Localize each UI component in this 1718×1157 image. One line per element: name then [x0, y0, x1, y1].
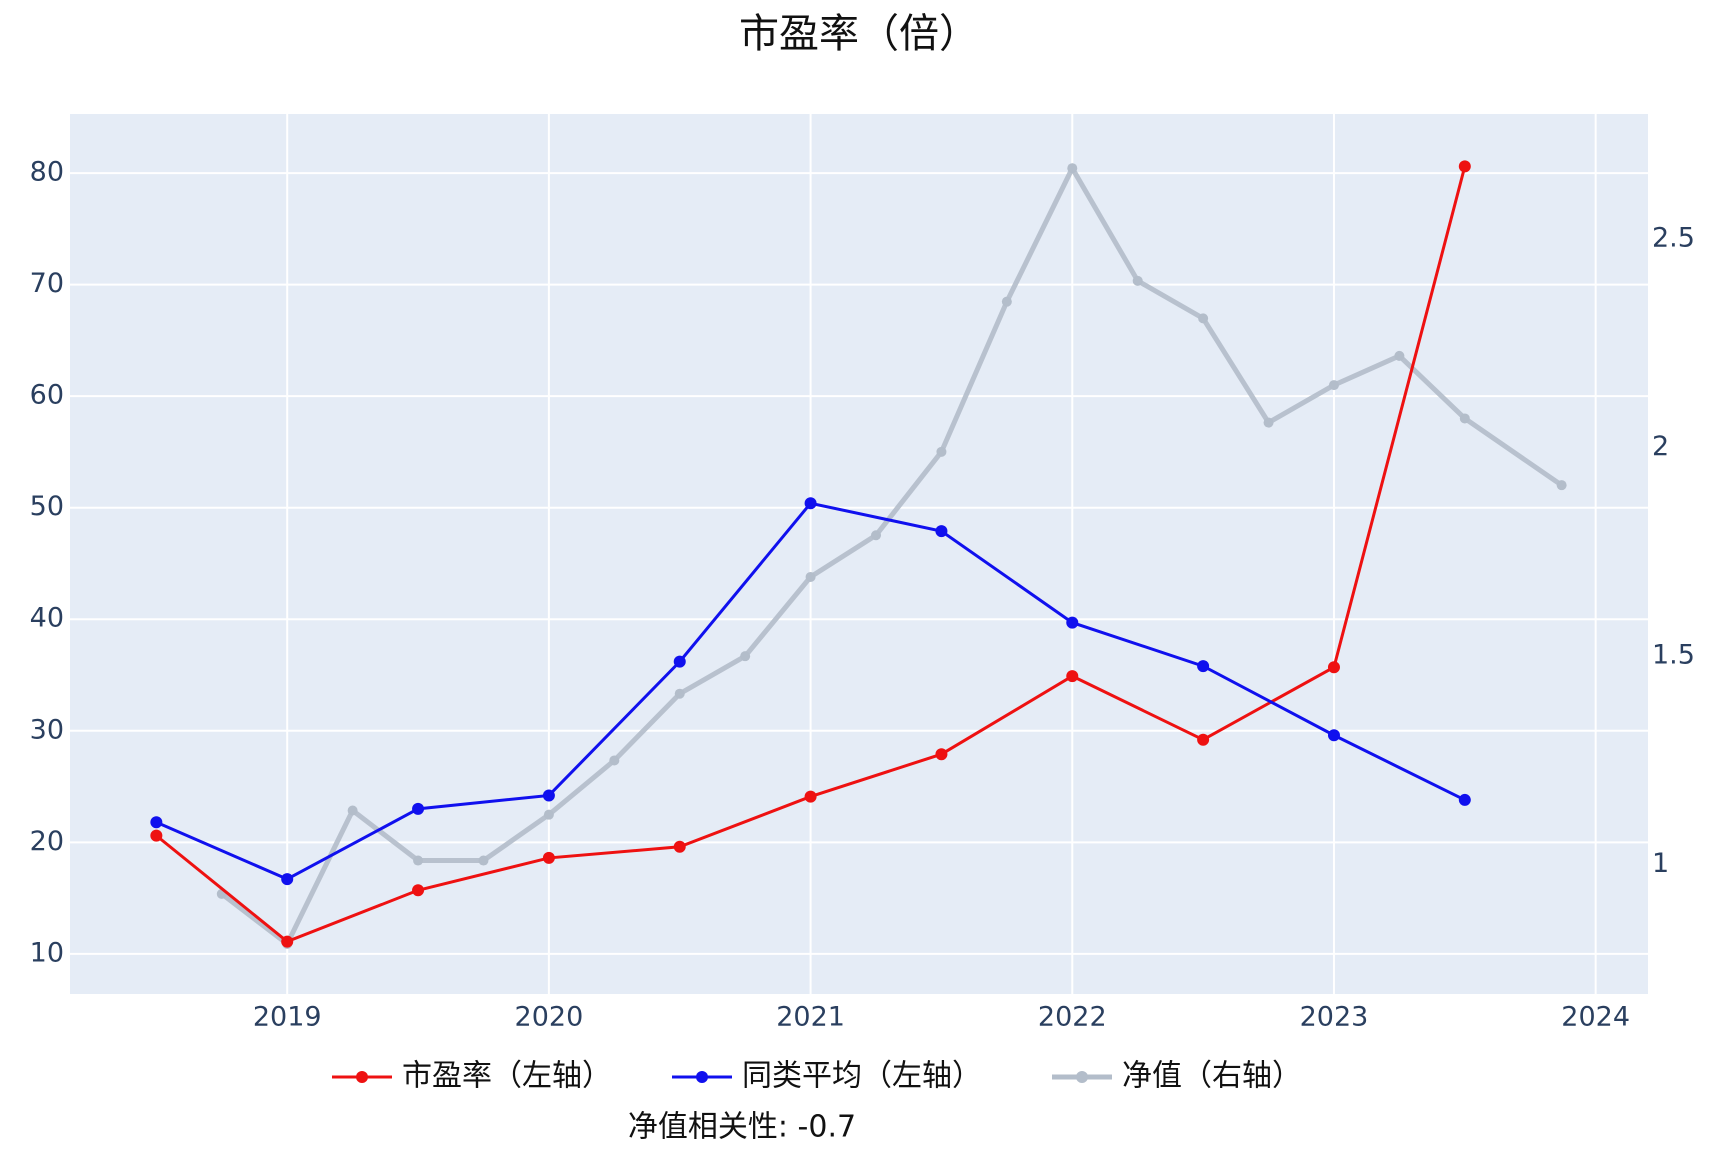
point — [543, 809, 554, 820]
point — [413, 855, 424, 866]
point — [1327, 729, 1340, 742]
point — [609, 755, 620, 766]
point — [412, 884, 425, 897]
plot-background — [70, 114, 1648, 994]
y-tick-label: 20 — [30, 826, 64, 857]
x-tick-label: 2023 — [1300, 1002, 1369, 1033]
point — [1132, 275, 1143, 286]
point — [673, 655, 686, 668]
point — [542, 851, 555, 864]
point — [1458, 160, 1471, 173]
point — [1066, 616, 1079, 629]
point — [935, 525, 948, 538]
y2-tick-label: 1.5 — [1652, 640, 1695, 671]
point — [936, 446, 947, 457]
legend-label: 净值（右轴） — [1122, 1059, 1302, 1094]
point — [1067, 163, 1078, 174]
point — [281, 873, 294, 886]
point — [281, 935, 294, 948]
y2-tick-label: 2 — [1652, 431, 1669, 462]
point — [347, 805, 358, 816]
point — [1459, 413, 1470, 424]
point — [1198, 313, 1209, 324]
point — [1556, 480, 1567, 491]
y-tick-label: 10 — [30, 937, 64, 968]
legend-marker — [1076, 1071, 1088, 1083]
point — [1394, 350, 1405, 361]
point — [1328, 380, 1339, 391]
y-tick-label: 30 — [30, 714, 64, 745]
point — [1197, 660, 1210, 673]
point — [1066, 670, 1079, 683]
x-tick-label: 2020 — [515, 1002, 584, 1033]
y-tick-label: 80 — [30, 157, 64, 188]
y2-tick-label: 2.5 — [1652, 223, 1695, 254]
point — [804, 790, 817, 803]
point — [1458, 793, 1471, 806]
chart-title: 市盈率（倍） — [739, 11, 979, 57]
y-tick-label: 50 — [30, 491, 64, 522]
legend-label: 市盈率（左轴） — [402, 1059, 612, 1094]
point — [1197, 733, 1210, 746]
legend-marker — [696, 1071, 708, 1083]
point — [740, 651, 751, 662]
point — [673, 840, 686, 853]
legend-marker — [356, 1071, 368, 1083]
annotation: 净值相关性: -0.7 — [628, 1110, 856, 1145]
y-tick-label: 60 — [30, 380, 64, 411]
point — [542, 789, 555, 802]
point — [1327, 661, 1340, 674]
point — [478, 855, 489, 866]
y-tick-label: 40 — [30, 603, 64, 634]
point — [150, 829, 163, 842]
point — [871, 530, 882, 541]
x-tick-label: 2022 — [1038, 1002, 1107, 1033]
point — [804, 497, 817, 510]
point — [1263, 417, 1274, 428]
point — [674, 688, 685, 699]
x-tick-label: 2024 — [1561, 1002, 1630, 1033]
point — [1001, 296, 1012, 307]
y2-tick-label: 1 — [1652, 848, 1669, 879]
x-tick-label: 2019 — [253, 1002, 322, 1033]
point — [412, 802, 425, 815]
legend-label: 同类平均（左轴） — [742, 1059, 982, 1094]
point — [935, 748, 948, 761]
point — [150, 816, 163, 829]
y-tick-label: 70 — [30, 268, 64, 299]
x-tick-label: 2021 — [776, 1002, 845, 1033]
point — [805, 571, 816, 582]
